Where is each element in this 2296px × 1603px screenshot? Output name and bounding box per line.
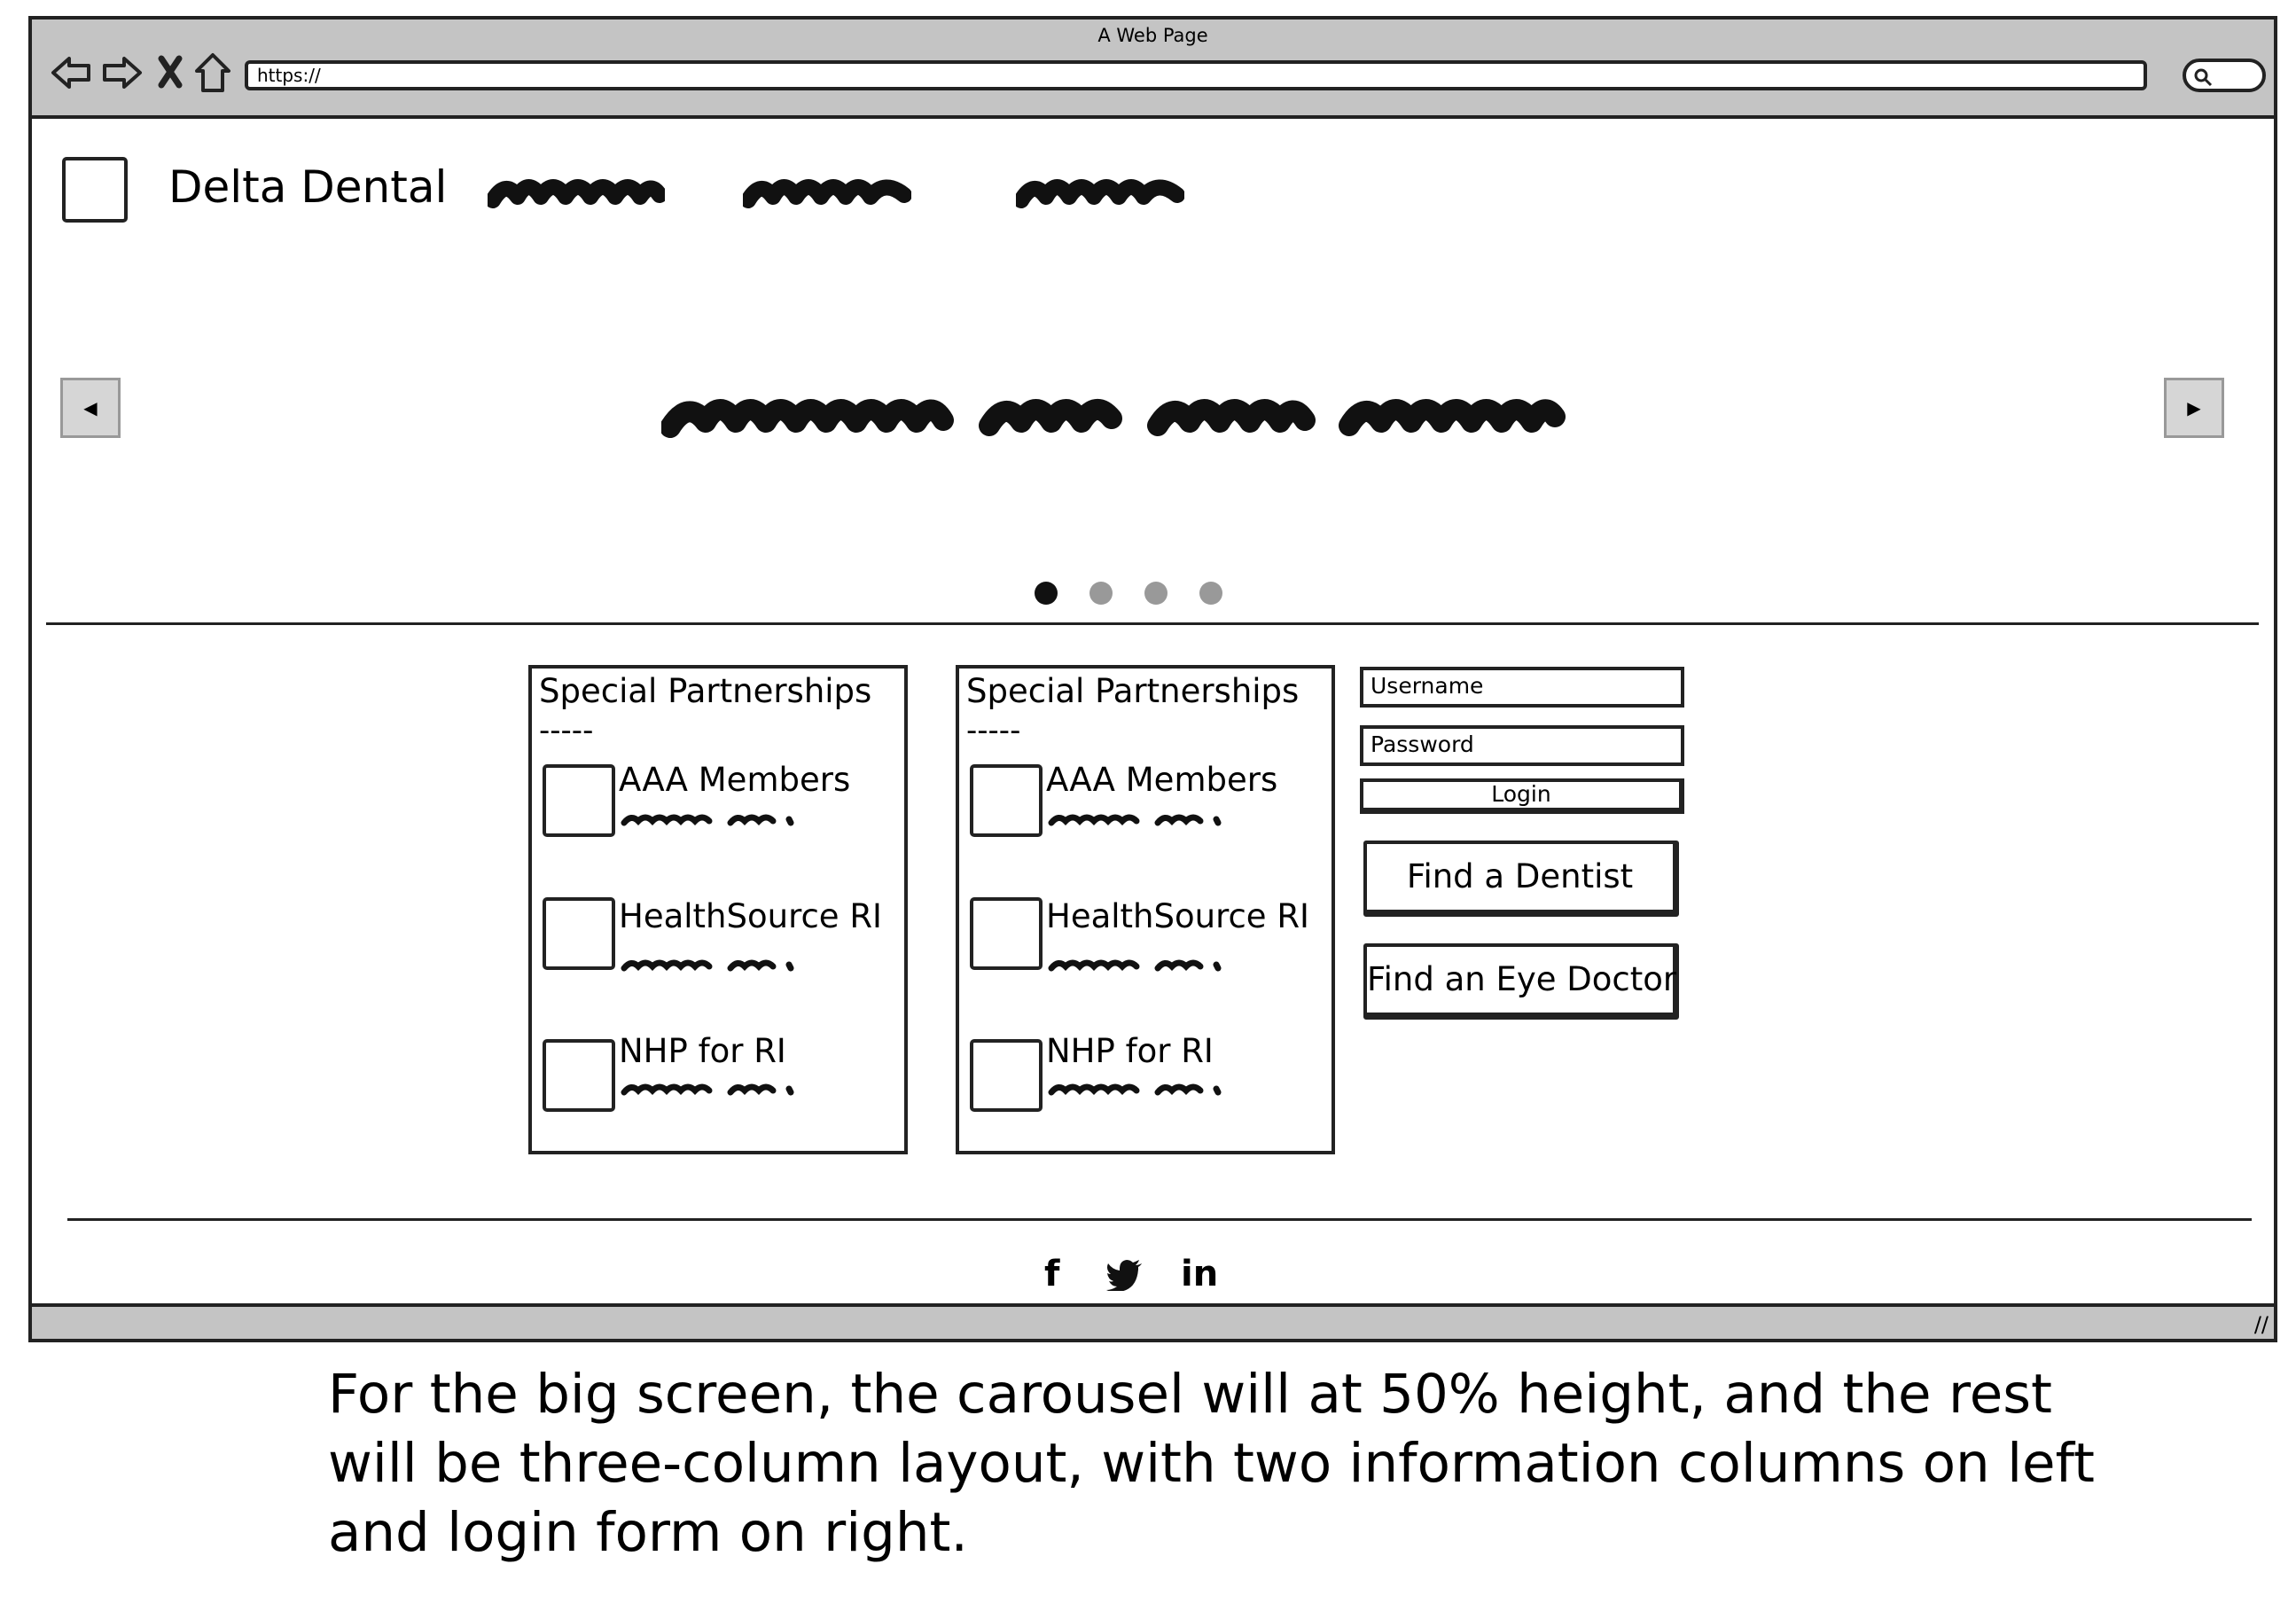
url-bar[interactable]: https:// <box>245 60 2147 90</box>
card-divider: ----- <box>966 713 1021 748</box>
item-label[interactable]: HealthSource RI <box>1046 897 1309 935</box>
resize-grip-icon[interactable]: // <box>2253 1312 2269 1337</box>
facebook-icon[interactable]: f <box>1044 1254 1060 1294</box>
carousel-indicator-3[interactable] <box>1144 582 1168 605</box>
partnerships-card-1: Special Partnerships ----- AAA Members H… <box>528 665 908 1154</box>
back-arrow-icon[interactable] <box>50 53 92 92</box>
card-title: Special Partnerships <box>966 672 1300 710</box>
item-image <box>543 764 615 837</box>
section-divider <box>46 622 2259 625</box>
nav-link-3[interactable] <box>1016 170 1184 211</box>
find-dentist-button[interactable]: Find a Dentist <box>1363 841 1679 917</box>
window-title: A Web Page <box>1097 25 1208 46</box>
home-icon[interactable] <box>193 51 232 94</box>
item-label[interactable]: HealthSource RI <box>619 897 882 935</box>
logo-placeholder[interactable] <box>62 157 128 223</box>
annotation-caption: For the big screen, the carousel will at… <box>328 1363 2095 1564</box>
nav-link-2[interactable] <box>743 170 911 211</box>
browser-search-field[interactable] <box>2183 59 2266 92</box>
item-label[interactable]: NHP for RI <box>1046 1032 1214 1070</box>
item-description <box>1048 959 1222 972</box>
forward-arrow-icon[interactable] <box>101 53 144 92</box>
find-eye-doctor-button[interactable]: Find an Eye Doctor <box>1363 943 1679 1020</box>
item-image <box>970 1039 1043 1112</box>
item-description <box>621 1083 794 1096</box>
twitter-icon[interactable] <box>1106 1259 1144 1291</box>
item-image <box>970 897 1043 970</box>
item-label[interactable]: AAA Members <box>619 761 851 799</box>
item-image <box>543 1039 615 1112</box>
carousel-headline <box>661 399 1566 438</box>
item-image <box>970 764 1043 837</box>
item-description <box>1048 1083 1222 1096</box>
chevron-left-icon: ◀ <box>83 397 98 418</box>
nav-link-1[interactable] <box>488 170 665 211</box>
item-label[interactable]: NHP for RI <box>619 1032 786 1070</box>
carousel-indicator-1[interactable] <box>1035 582 1058 605</box>
item-image <box>543 897 615 970</box>
carousel-prev-button[interactable]: ◀ <box>60 378 121 438</box>
card-divider: ----- <box>539 713 594 748</box>
item-label[interactable]: AAA Members <box>1046 761 1278 799</box>
carousel-next-button[interactable]: ▶ <box>2164 378 2224 438</box>
card-title: Special Partnerships <box>539 672 872 710</box>
login-button[interactable]: Login <box>1360 778 1684 814</box>
item-description <box>621 959 794 972</box>
item-description <box>1048 814 1222 826</box>
item-description <box>621 814 794 826</box>
brand-name[interactable]: Delta Dental <box>168 161 448 213</box>
search-icon <box>2194 68 2213 87</box>
carousel-indicator-4[interactable] <box>1199 582 1222 605</box>
partnerships-card-2: Special Partnerships ----- AAA Members H… <box>956 665 1335 1154</box>
linkedin-icon[interactable]: in <box>1181 1254 1219 1294</box>
username-field[interactable]: Username <box>1360 667 1684 708</box>
close-x-icon[interactable] <box>158 55 183 89</box>
chevron-right-icon: ▶ <box>2187 397 2201 418</box>
browser-window: A Web Page https:// Delta Dental <box>28 16 2277 1342</box>
footer-divider <box>67 1218 2252 1221</box>
password-field[interactable]: Password <box>1360 725 1684 766</box>
browser-status-bar: // <box>32 1303 2274 1339</box>
browser-toolbar: A Web Page https:// <box>32 20 2274 119</box>
carousel-indicator-2[interactable] <box>1089 582 1113 605</box>
